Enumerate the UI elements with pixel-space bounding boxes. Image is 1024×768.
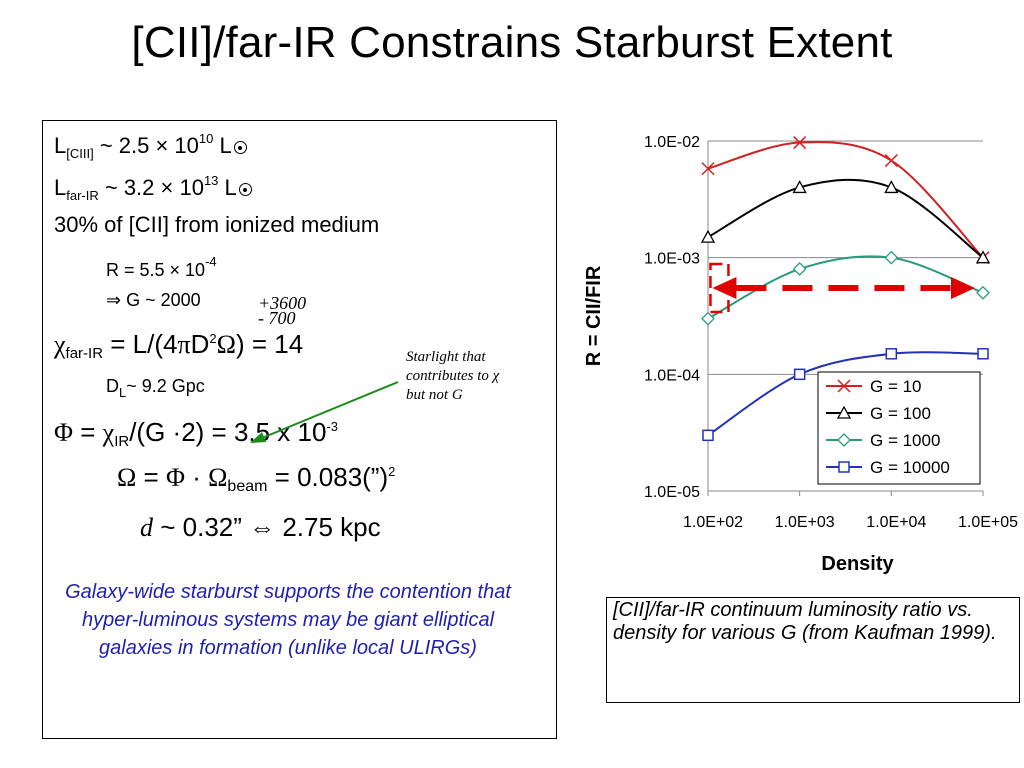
subscript: [CIII] [66, 146, 94, 161]
exponent: -4 [205, 254, 217, 269]
g-value-line: ⇒ G ~ 2000 [106, 290, 201, 310]
ionized-fraction-line: 30% of [CII] from ionized medium [54, 212, 380, 237]
unit-L: L [213, 133, 232, 158]
handwritten-minus-error: - 700 [258, 308, 296, 328]
data-point-diamond-marker [837, 433, 851, 447]
data-point-x-marker [793, 136, 807, 150]
series-line [707, 351, 984, 437]
figure-caption: [CII]/far-IR continuum luminosity ratio … [606, 597, 1020, 703]
legend-label: G = 100 [870, 404, 931, 423]
note-line: but not G [406, 387, 463, 403]
omega-symbol: Ω [216, 330, 236, 359]
omega-symbol: Ω [117, 463, 137, 492]
omega-symbol: Ω [208, 463, 228, 492]
data-point-diamond-marker [884, 250, 899, 265]
annotation-range-bracket [709, 262, 730, 314]
eq-part: = 0.083(”) [267, 462, 389, 492]
subscript: L [119, 385, 127, 400]
distance-text: ~ 9.2 Gpc [126, 376, 205, 396]
symbol-L: L [54, 133, 67, 158]
x-tick-label: 1.0E+04 [866, 514, 926, 531]
subscript: beam [227, 478, 268, 495]
pi-symbol: π [177, 330, 191, 359]
symbol-L: L [54, 175, 67, 200]
y-tick-label: 1.0E-05 [644, 484, 700, 501]
symbol-d: d [140, 513, 153, 542]
solar-symbol-icon [238, 183, 252, 196]
data-point-square-marker [838, 461, 850, 473]
y-axis-title: R = CII/FIR [583, 265, 605, 366]
size-line: d ~ 0.32” ⇔ 2.75 kpc [140, 512, 381, 543]
dot-operator: · [184, 462, 209, 492]
data-point-diamond-marker [976, 285, 990, 300]
equations-box [42, 120, 557, 739]
data-point-triangle-marker [700, 229, 716, 243]
x-tick-label: 1.0E+05 [958, 514, 1018, 531]
data-point-diamond-marker [701, 311, 715, 326]
subscript: far-IR [66, 188, 99, 203]
eq-part: D [190, 329, 210, 359]
chi-symbol: χ [102, 418, 115, 447]
annotation-left-arrowhead [712, 276, 737, 299]
legend-label: G = 10 [870, 377, 922, 396]
size-text: ~ 0.32” ⇔ 2.75 kpc [153, 512, 381, 542]
eq-part: ) = 14 [235, 329, 304, 359]
solar-symbol-icon [233, 141, 247, 154]
conclusion-text: Galaxy-wide starburst supports the conte… [65, 581, 511, 659]
data-point-x-marker [884, 154, 898, 168]
value-text: ~ 2.5 × 10 [93, 133, 199, 158]
data-point-diamond-marker [792, 262, 807, 276]
phi-symbol: Φ [165, 463, 185, 492]
exponent: 10 [198, 131, 214, 146]
y-tick-label: 1.0E-03 [644, 251, 700, 268]
subscript: far-IR [65, 345, 104, 362]
slide-title: [CII]/far-IR Constrains Starburst Extent [131, 18, 893, 67]
data-point-square-marker [977, 348, 989, 360]
chi-symbol: χ [54, 330, 66, 359]
data-point-triangle-marker [792, 180, 807, 194]
x-axis-title: Density [821, 553, 894, 575]
data-point-triangle-marker [884, 180, 899, 194]
data-point-triangle-marker [836, 405, 852, 419]
distance-line: DL~ 9.2 Gpc [106, 376, 205, 400]
subscript: IR [114, 433, 130, 450]
chi-equation-line: χfar-IR = L/(4πD2Ω) = 14 [54, 329, 303, 362]
legend-label: G = 10000 [870, 458, 950, 477]
data-point-triangle-marker [975, 250, 991, 264]
handwritten-plus-error: +3600 [258, 293, 307, 313]
ratio-text: R = 5.5 × 10 [106, 260, 206, 280]
annotation-right-arrowhead [951, 276, 975, 299]
x-tick-label: 1.0E+03 [775, 514, 835, 531]
data-point-x-marker [837, 379, 851, 393]
data-point-square-marker [702, 429, 714, 442]
symbol-D: D [106, 376, 119, 396]
value-text: ~ 3.2 × 10 [98, 175, 204, 200]
data-point-square-marker [793, 368, 806, 381]
exponent: 2 [209, 331, 217, 346]
series-line [707, 178, 984, 259]
ratio-line: R = 5.5 × 10-4 [106, 254, 217, 281]
data-point-square-marker [885, 348, 898, 360]
exponent: 13 [203, 173, 219, 188]
note-line: Starlight that [406, 349, 486, 365]
note-line: contributes to χ [406, 368, 500, 384]
eq-part: = [73, 417, 103, 447]
data-point-x-marker [701, 162, 715, 176]
y-tick-label: 1.0E-02 [644, 134, 700, 151]
x-tick-label: 1.0E+02 [683, 514, 743, 531]
series-line [707, 141, 984, 259]
exponent: 2 [388, 464, 396, 479]
phi-symbol: Φ [54, 418, 74, 447]
cii-luminosity-line: L[CIII] ~ 2.5 × 1010 L [54, 131, 247, 161]
y-tick-label: 1.0E-04 [644, 367, 700, 384]
legend-label: G = 1000 [870, 431, 940, 450]
farir-luminosity-line: Lfar-IR ~ 3.2 × 1013 L [54, 173, 252, 203]
eq-part: = L/(4 [103, 329, 178, 359]
unit-L: L [218, 175, 237, 200]
omega-equation-line: Ω = Φ · Ωbeam = 0.083(”)2 [117, 462, 395, 496]
starlight-note: Starlight that contributes to χ but not … [406, 348, 499, 405]
series-line [707, 255, 984, 320]
eq-part: = [136, 462, 166, 492]
